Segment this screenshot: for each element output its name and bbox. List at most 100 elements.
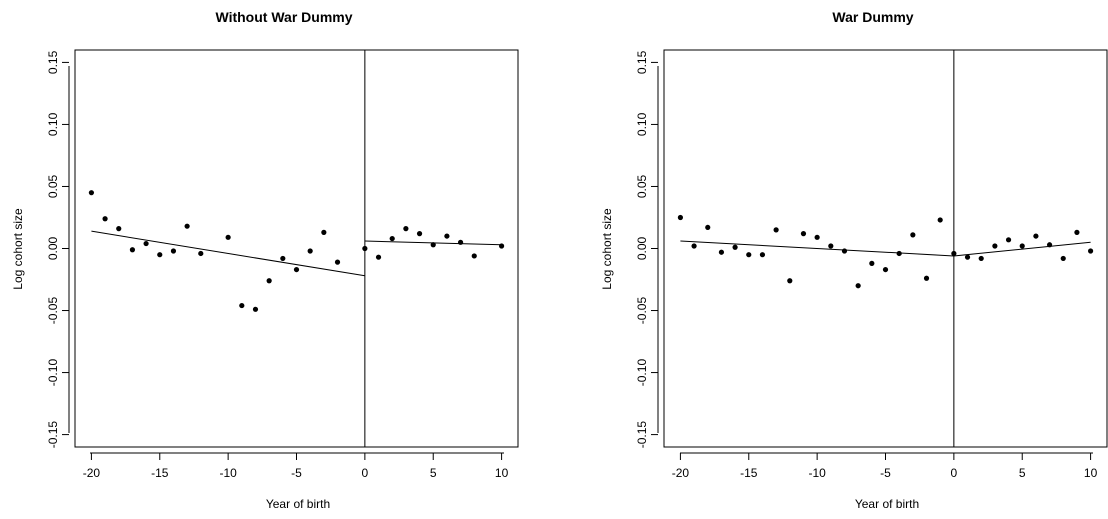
- chart-title: War Dummy: [832, 9, 913, 25]
- y-axis: -0.15 -0.10 -0.05 0.00 0.05 0.10 0.15: [635, 50, 659, 449]
- fit-line-left: [91, 230, 365, 277]
- data-point: [814, 234, 820, 240]
- data-point: [143, 240, 149, 247]
- data-point: [1087, 248, 1094, 254]
- x-axis-label: Year of birth: [855, 497, 919, 511]
- data-point: [937, 217, 943, 223]
- data-point: [184, 223, 190, 229]
- data-point: [882, 266, 889, 273]
- y-tick-label: -0.05: [46, 297, 60, 325]
- data-point: [828, 243, 834, 249]
- y-tick-label: -0.15: [46, 421, 60, 449]
- y-axis-label: Log cohort size: [11, 208, 25, 290]
- x-tick-label: 5: [1019, 466, 1026, 480]
- y-axis: -0.15 -0.10 -0.05 0.00 0.05 0.10 0.15: [46, 50, 70, 449]
- data-point: [252, 306, 259, 312]
- data-point: [157, 252, 163, 258]
- x-tick-label: -15: [740, 466, 758, 480]
- chart-panel-without-war-dummy: Without War Dummy -20 -15 -10 -5 0 5 10 -0.15 -…: [11, 9, 519, 511]
- data-point: [362, 245, 368, 252]
- plot-marks: [88, 50, 505, 447]
- data-point: [964, 254, 971, 260]
- y-tick-label: 0.00: [635, 236, 649, 260]
- data-point: [841, 248, 848, 254]
- y-tick-label: -0.15: [635, 421, 649, 449]
- x-tick-label: -20: [83, 466, 101, 480]
- x-tick-label: -10: [219, 466, 237, 480]
- x-tick-label: -20: [672, 466, 690, 480]
- data-point: [389, 235, 395, 242]
- data-point: [787, 278, 793, 284]
- data-point: [102, 216, 108, 222]
- x-tick-label: -5: [880, 466, 891, 480]
- data-point: [170, 248, 177, 254]
- data-point: [910, 232, 916, 238]
- data-point: [471, 253, 477, 259]
- data-point: [746, 252, 752, 258]
- data-point: [992, 243, 998, 249]
- y-tick-label: 0.00: [46, 236, 60, 260]
- data-point: [896, 250, 902, 257]
- data-point: [732, 244, 738, 250]
- fit-line-left: [680, 240, 954, 257]
- x-tick-label: 10: [495, 466, 509, 480]
- x-axis: -20 -15 -10 -5 0 5 10: [83, 452, 509, 480]
- data-point: [923, 275, 930, 281]
- x-tick-label: 5: [430, 466, 437, 480]
- data-point: [718, 249, 725, 255]
- x-tick-label: -10: [808, 466, 826, 480]
- plot-frame: [663, 49, 1108, 448]
- data-point: [1060, 255, 1066, 262]
- data-point: [691, 243, 697, 249]
- data-point: [334, 259, 341, 265]
- y-tick-label: 0.05: [46, 174, 60, 198]
- data-point: [705, 224, 711, 231]
- data-point: [1074, 229, 1080, 235]
- y-tick-label: -0.10: [635, 359, 649, 387]
- data-point: [239, 302, 245, 309]
- data-point: [416, 231, 423, 237]
- x-tick-label: 0: [951, 466, 958, 480]
- data-point: [129, 247, 136, 253]
- data-point: [457, 239, 464, 245]
- data-point: [1005, 237, 1012, 243]
- data-point: [855, 283, 861, 289]
- data-point: [800, 231, 807, 237]
- plot-marks: [677, 50, 1094, 447]
- data-point: [403, 226, 409, 232]
- data-point: [1046, 242, 1053, 248]
- y-tick-label: 0.15: [635, 50, 649, 74]
- chart-title: Without War Dummy: [215, 9, 352, 25]
- data-point: [951, 250, 957, 257]
- plot-frame: [74, 49, 519, 448]
- data-point: [266, 278, 272, 284]
- data-point: [116, 226, 122, 232]
- y-axis-label: Log cohort size: [600, 208, 614, 290]
- data-point: [1033, 233, 1039, 239]
- data-point: [677, 214, 684, 221]
- chart-panel-war-dummy: War Dummy -20 -15 -10 -5 0 5 10 -0.15 -0.10 -0.0…: [600, 9, 1108, 511]
- data-point: [280, 255, 286, 262]
- data-point: [198, 250, 204, 257]
- data-point: [293, 266, 300, 273]
- data-point: [498, 243, 505, 249]
- data-point: [869, 260, 875, 266]
- data-point: [773, 227, 779, 233]
- y-tick-label: -0.05: [635, 297, 649, 325]
- x-tick-label: -15: [151, 466, 169, 480]
- x-tick-label: 10: [1084, 466, 1098, 480]
- y-tick-label: 0.15: [46, 50, 60, 74]
- data-point: [1019, 243, 1025, 249]
- x-axis: -20 -15 -10 -5 0 5 10: [672, 452, 1098, 480]
- data-point: [978, 255, 984, 262]
- y-tick-label: 0.05: [635, 174, 649, 198]
- data-point: [225, 234, 231, 240]
- x-tick-label: -5: [291, 466, 302, 480]
- data-point: [759, 252, 766, 258]
- x-tick-label: 0: [362, 466, 369, 480]
- fit-line-right: [953, 241, 1091, 257]
- data-point: [430, 242, 436, 248]
- data-point: [444, 233, 450, 239]
- data-point: [307, 248, 313, 254]
